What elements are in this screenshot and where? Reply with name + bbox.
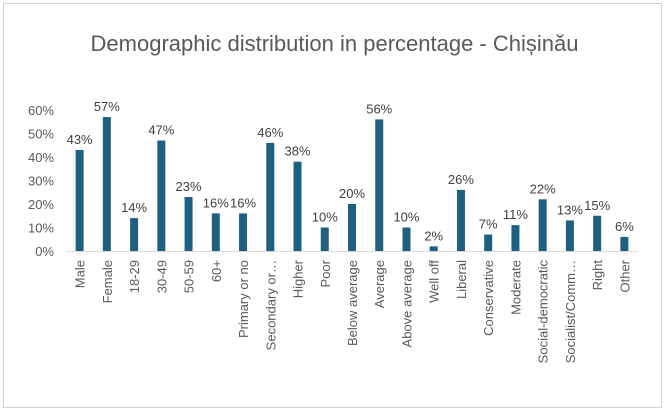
category-label: Liberal xyxy=(454,260,469,299)
y-tick-label: 40% xyxy=(28,150,54,165)
bar xyxy=(484,234,493,251)
data-label: 16% xyxy=(203,195,229,210)
bar xyxy=(348,204,356,251)
bar xyxy=(75,149,84,251)
bar xyxy=(456,189,465,251)
category-label: 18-29 xyxy=(127,260,142,293)
bar xyxy=(402,227,411,251)
data-label: 22% xyxy=(530,181,556,196)
category-label: Social-democratic xyxy=(536,260,551,364)
bar xyxy=(565,220,574,251)
data-label: 47% xyxy=(148,123,174,138)
data-label: 7% xyxy=(479,217,498,232)
data-label: 38% xyxy=(285,144,311,159)
y-tick-label: 0% xyxy=(35,244,54,259)
data-label: 6% xyxy=(615,219,634,234)
y-tick-label: 20% xyxy=(28,197,54,212)
category-label: Socialist/Comm… xyxy=(563,260,578,363)
category-label: Primary or no xyxy=(236,260,251,338)
data-label: 20% xyxy=(339,186,365,201)
category-label: 30-49 xyxy=(154,260,169,293)
y-tick-label: 10% xyxy=(28,221,54,236)
bar xyxy=(130,218,139,251)
bar xyxy=(620,236,629,251)
bar xyxy=(102,117,111,251)
chart-title-text: Demographic distribution in percentage -… xyxy=(90,31,579,56)
bar xyxy=(593,215,602,251)
data-label: 11% xyxy=(503,207,528,222)
category-label: Other xyxy=(617,259,632,292)
data-label: 23% xyxy=(176,179,202,194)
category-label: Below average xyxy=(345,260,360,346)
category-label: Female xyxy=(100,260,115,303)
category-label: Poor xyxy=(318,259,333,287)
category-label: 50-59 xyxy=(182,260,197,293)
data-label: 14% xyxy=(121,200,147,215)
chart-frame xyxy=(3,3,662,408)
category-label: 60+ xyxy=(209,260,224,282)
bar xyxy=(511,225,520,251)
bar xyxy=(239,213,248,251)
data-label: 2% xyxy=(424,228,443,243)
bar xyxy=(375,119,384,252)
category-label: Well off xyxy=(427,260,442,303)
chart-title: Demographic distribution in percentage -… xyxy=(0,30,669,57)
data-label: 43% xyxy=(67,132,93,147)
data-label: 15% xyxy=(584,198,610,213)
bar xyxy=(293,161,302,251)
data-label: 10% xyxy=(312,210,338,225)
category-label: Above average xyxy=(399,260,414,347)
bar xyxy=(320,227,329,251)
data-label: 26% xyxy=(448,172,474,187)
bar xyxy=(184,196,193,251)
data-label: 10% xyxy=(393,210,419,225)
category-label: Higher xyxy=(291,259,306,298)
bar xyxy=(157,140,166,251)
bar xyxy=(429,246,438,251)
data-label: 46% xyxy=(257,125,283,140)
y-tick-label: 30% xyxy=(28,174,54,189)
bar xyxy=(538,199,547,251)
category-label: Male xyxy=(73,260,88,288)
data-label: 13% xyxy=(557,202,583,217)
category-label: Right xyxy=(590,260,605,291)
bar xyxy=(211,213,220,251)
data-label: 16% xyxy=(230,195,256,210)
y-tick-label: 50% xyxy=(28,127,54,142)
bar xyxy=(266,142,275,251)
data-label: 57% xyxy=(94,99,120,114)
category-label: Moderate xyxy=(508,260,523,315)
category-label: Conservative xyxy=(481,260,496,336)
category-label: Secondary or… xyxy=(263,260,278,350)
data-label: 56% xyxy=(366,101,392,116)
category-label: Average xyxy=(372,260,387,308)
y-tick-label: 60% xyxy=(28,103,54,118)
